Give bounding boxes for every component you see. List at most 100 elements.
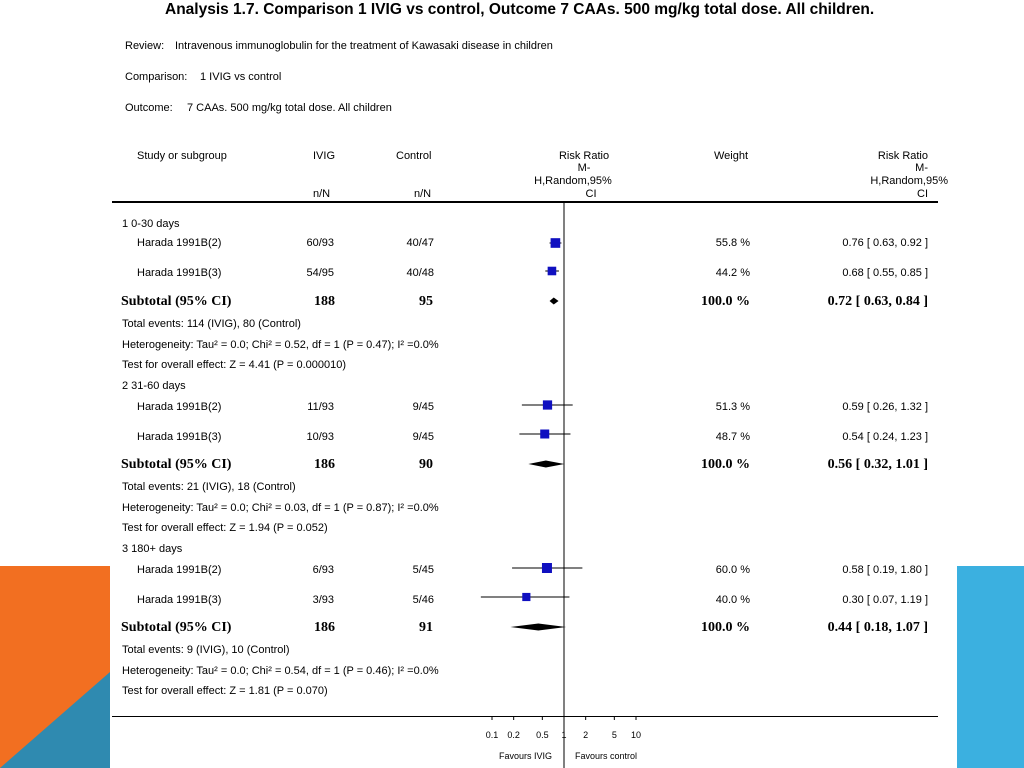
study-marker-1-1	[550, 238, 561, 248]
study-control-3-2: 5/46	[412, 594, 434, 606]
note-3-3: Test for overall effect: Z = 1.81 (P = 0…	[122, 685, 328, 697]
forest-plot-figure	[111, 0, 957, 768]
x-tick-label-2: 0.2	[507, 730, 520, 740]
subtotal-ci-3: 0.44 [ 0.18, 1.07 ]	[827, 620, 928, 635]
x-tick-label-3: 0.5	[536, 730, 549, 740]
comparison-label: Comparison:	[125, 71, 188, 83]
col-rr-text-header-1: Risk Ratio	[877, 150, 928, 162]
study-weight-2-1: 51.3 %	[715, 401, 750, 413]
study-marker-2-1	[542, 400, 553, 410]
study-ci-1-2: 0.68 [ 0.55, 0.85 ]	[842, 267, 928, 279]
review-label: Review:	[125, 40, 165, 52]
subtotal-ci-1: 0.72 [ 0.63, 0.84 ]	[827, 294, 928, 309]
study-name-1-2: Harada 1991B(3)	[137, 267, 222, 279]
blue-side-block	[957, 566, 1024, 768]
study-ci-3-2: 0.30 [ 0.07, 1.19 ]	[842, 594, 928, 606]
x-tick-label-6: 5	[612, 730, 617, 740]
note-1-2: Heterogeneity: Tau² = 0.0; Chi² = 0.52, …	[122, 339, 439, 351]
col-rr-plot-header-4: CI	[585, 188, 597, 200]
study-ci-3-1: 0.58 [ 0.19, 1.80 ]	[842, 564, 928, 576]
subtotal-weight-2: 100.0 %	[701, 457, 750, 472]
subtotal-ivig-3: 186	[314, 620, 335, 635]
study-weight-3-1: 60.0 %	[715, 564, 750, 576]
study-name-2-2: Harada 1991B(3)	[137, 431, 222, 443]
col-control-sub: n/N	[414, 188, 432, 200]
study-ivig-1-2: 54/95	[306, 267, 334, 279]
col-weight-header: Weight	[714, 150, 749, 162]
subtotal-control-2: 90	[419, 457, 433, 472]
x-tick-label-5: 2	[583, 730, 588, 740]
subtotal-label-2: Subtotal (95% CI)	[121, 457, 232, 472]
subtotal-control-1: 95	[419, 294, 433, 309]
study-ci-2-1: 0.59 [ 0.26, 1.32 ]	[842, 401, 928, 413]
study-marker-2-2	[540, 429, 550, 439]
col-rr-text-header-2: M-	[915, 162, 928, 174]
study-name-3-2: Harada 1991B(3)	[137, 594, 222, 606]
col-rr-text-header-3: H,Random,95%	[870, 175, 948, 187]
comparison-text: 1 IVIG vs control	[200, 71, 282, 83]
col-rr-plot-header-1: Risk Ratio	[558, 150, 610, 162]
x-tick-label-7: 10	[631, 730, 641, 740]
col-ivig-sub: n/N	[313, 188, 331, 200]
note-1-3: Test for overall effect: Z = 4.41 (P = 0…	[122, 359, 347, 371]
col-study-header: Study or subgroup	[137, 150, 227, 162]
x-tick-label-1: 0.1	[486, 730, 499, 740]
note-2-3: Test for overall effect: Z = 1.94 (P = 0…	[122, 522, 328, 534]
study-ivig-2-1: 11/93	[307, 401, 334, 413]
study-marker-3-2	[522, 592, 531, 602]
subtotal-diamond-3	[510, 623, 567, 631]
study-name-3-1: Harada 1991B(2)	[137, 564, 222, 576]
footer-rule	[112, 716, 938, 717]
subtotal-weight-1: 100.0 %	[701, 294, 750, 309]
subtotal-label-3: Subtotal (95% CI)	[121, 620, 232, 635]
study-control-2-1: 9/45	[412, 401, 434, 413]
subtotal-diamond-1	[549, 297, 559, 305]
note-2-1: Total events: 21 (IVIG), 18 (Control)	[122, 481, 296, 493]
review-text: Intravenous immunoglobulin for the treat…	[175, 40, 553, 52]
group-label-1: 1 0-30 days	[122, 218, 180, 230]
note-2-2: Heterogeneity: Tau² = 0.0; Chi² = 0.03, …	[122, 502, 439, 514]
subtotal-diamond-2	[528, 460, 565, 468]
study-name-2-1: Harada 1991B(2)	[137, 401, 222, 413]
study-ci-2-2: 0.54 [ 0.24, 1.23 ]	[842, 431, 928, 443]
outcome-text: 7 CAAs. 500 mg/kg total dose. All childr…	[187, 102, 392, 114]
study-ivig-2-2: 10/93	[306, 431, 334, 443]
col-control-header: Control	[396, 150, 432, 162]
study-ci-1-1: 0.76 [ 0.63, 0.92 ]	[842, 237, 928, 249]
subtotal-weight-3: 100.0 %	[701, 620, 750, 635]
group-label-2: 2 31-60 days	[122, 380, 186, 392]
outcome-label: Outcome:	[125, 102, 173, 114]
study-name-1-1: Harada 1991B(2)	[137, 237, 222, 249]
header-rule	[112, 201, 938, 203]
subtotal-label-1: Subtotal (95% CI)	[121, 294, 232, 309]
study-weight-1-1: 55.8 %	[715, 237, 750, 249]
x-tick-label-4: 1	[561, 730, 566, 740]
favours-right-label: Favours control	[575, 751, 638, 761]
study-ivig-3-1: 6/93	[312, 564, 334, 576]
col-rr-plot-header-3: H,Random,95%	[534, 175, 612, 187]
study-marker-1-2	[547, 266, 557, 276]
subtotal-ivig-1: 188	[314, 294, 335, 309]
col-ivig-header: IVIG	[313, 150, 336, 162]
subtotal-control-3: 91	[419, 620, 433, 635]
study-weight-1-2: 44.2 %	[715, 267, 750, 279]
study-control-1-1: 40/47	[406, 237, 434, 249]
study-control-1-2: 40/48	[406, 267, 434, 279]
favours-left-label: Favours IVIG	[499, 751, 553, 761]
note-3-1: Total events: 9 (IVIG), 10 (Control)	[122, 644, 290, 656]
study-control-2-2: 9/45	[412, 431, 434, 443]
study-marker-3-1	[541, 563, 552, 573]
study-control-3-1: 5/45	[412, 564, 434, 576]
study-weight-3-2: 40.0 %	[715, 594, 750, 606]
subtotal-ivig-2: 186	[314, 457, 335, 472]
study-ivig-1-1: 60/93	[306, 237, 334, 249]
col-rr-text-header-4: CI	[917, 188, 928, 200]
note-1-1: Total events: 114 (IVIG), 80 (Control)	[122, 318, 301, 330]
subtotal-ci-2: 0.56 [ 0.32, 1.01 ]	[827, 457, 928, 472]
group-label-3: 3 180+ days	[122, 543, 183, 555]
note-3-2: Heterogeneity: Tau² = 0.0; Chi² = 0.54, …	[122, 665, 439, 677]
study-weight-2-2: 48.7 %	[715, 431, 750, 443]
chart-title: Analysis 1.7. Comparison 1 IVIG vs contr…	[165, 1, 875, 18]
